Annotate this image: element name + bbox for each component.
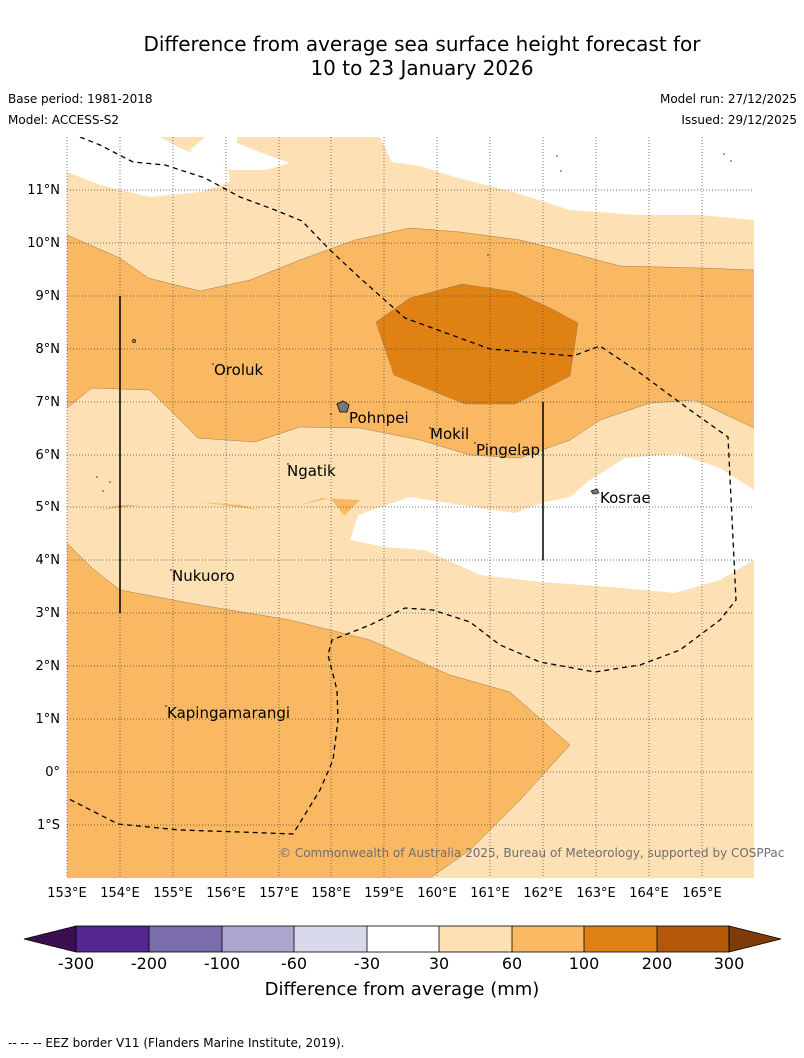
contour-fills — [67, 137, 754, 878]
lat-label: 1°N — [36, 712, 61, 727]
colorbar-tick: 30 — [429, 954, 449, 973]
colorbar-segment — [149, 926, 222, 952]
lat-label: 1°S — [37, 818, 60, 833]
lon-label: 158°E — [311, 886, 351, 901]
colorbar-tick: 300 — [714, 954, 745, 973]
lat-label: 8°N — [36, 342, 61, 357]
kosrae-island — [590, 488, 600, 495]
lon-label: 157°E — [259, 886, 299, 901]
lat-label: 3°N — [36, 606, 61, 621]
lon-label: 162°E — [523, 886, 563, 901]
lat-label: 4°N — [36, 553, 61, 568]
lon-label: 159°E — [364, 886, 404, 901]
longitude-labels: 153°E 154°E 155°E 156°E 157°E 158°E 159°… — [47, 886, 722, 901]
anomaly-neutral-north-corner — [67, 137, 230, 197]
colorbar-extend-high — [728, 925, 782, 953]
anomaly-100-200-core — [376, 284, 578, 404]
chart-title: Difference from average sea surface heig… — [0, 32, 804, 80]
place-nukuoro: Nukuoro — [172, 567, 235, 585]
lon-label: 160°E — [417, 886, 457, 901]
lon-label: 153°E — [47, 886, 87, 901]
eez-legend: -- -- -- EEZ border V11 (Flanders Marine… — [8, 1036, 345, 1050]
model-name: Model: ACCESS-S2 — [8, 113, 120, 127]
base-period: Base period: 1981-2018 — [8, 92, 153, 106]
lat-label: 0° — [45, 765, 60, 780]
lat-label: 6°N — [36, 448, 61, 463]
colorbar-tick: -300 — [58, 954, 94, 973]
colorbar-tick: -30 — [354, 954, 380, 973]
colorbar-segment — [222, 926, 294, 952]
place-pohnpei: Pohnpei — [349, 409, 409, 427]
colorbar-label: Difference from average (mm) — [265, 979, 540, 1000]
lon-label: 155°E — [153, 886, 193, 901]
colorbar-segment — [294, 926, 367, 952]
contour-lines — [67, 227, 754, 878]
lat-label: 10°N — [27, 236, 60, 251]
lat-label: 9°N — [36, 289, 61, 304]
copyright-notice: © Commonwealth of Australia 2025, Bureau… — [279, 846, 784, 860]
anomaly-neutral-north-west — [190, 137, 290, 170]
place-pingelap: Pingelap — [476, 441, 540, 459]
lon-label: 165°E — [682, 886, 722, 901]
colorbar-segment — [76, 926, 149, 952]
colorbar-tick: -100 — [204, 954, 240, 973]
lon-label: 156°E — [206, 886, 246, 901]
place-mokil: Mokil — [430, 425, 469, 443]
colorbar-tick: 100 — [569, 954, 600, 973]
anomaly-neutral-middle — [350, 454, 754, 593]
place-oroluk: Oroluk — [214, 361, 263, 379]
place-ngatik: Ngatik — [287, 462, 336, 480]
colorbar-segment — [367, 926, 439, 952]
sea-level-map: Oroluk Pohnpei Mokil Pingelap Ngatik Kos… — [23, 137, 784, 1000]
colorbar-tick: -200 — [131, 954, 167, 973]
model-run: Model run: 27/12/2025 — [659, 92, 797, 106]
colorbar-segment — [584, 926, 657, 952]
colorbar-extend-low — [23, 925, 77, 953]
colorbar-tick: -60 — [281, 954, 307, 973]
colorbar-tick: 60 — [502, 954, 522, 973]
lat-label: 2°N — [36, 659, 61, 674]
title-line-1: Difference from average sea surface heig… — [143, 32, 701, 56]
place-kapingamarangi: Kapingamarangi — [167, 704, 290, 722]
lon-label: 161°E — [470, 886, 510, 901]
lat-label: 5°N — [36, 500, 61, 515]
issued-date: Issued: 29/12/2025 — [681, 113, 797, 127]
eez-border — [67, 137, 737, 835]
colorbar-segment — [657, 926, 729, 952]
colorbar-segment — [439, 926, 512, 952]
anomaly-30-60-south — [67, 498, 754, 878]
lon-label: 154°E — [100, 886, 140, 901]
title-line-2: 10 to 23 January 2026 — [310, 56, 534, 80]
colorbar-tick: 200 — [642, 954, 673, 973]
anomaly-neutral-north-east — [380, 137, 754, 220]
colorbar-segment — [512, 926, 584, 952]
small-atoll-icon — [132, 338, 137, 343]
gridlines — [66, 137, 754, 878]
lon-label: 164°E — [629, 886, 669, 901]
lat-label: 7°N — [36, 395, 61, 410]
colorbar: -300 -200 -100 -60 -30 30 60 100 200 300… — [23, 925, 782, 1000]
pohnpei-island — [336, 400, 350, 413]
lon-label: 163°E — [576, 886, 616, 901]
lat-label: 11°N — [27, 183, 60, 198]
latitude-labels: 11°N 10°N 9°N 8°N 7°N 6°N 5°N 4°N 3°N 2°… — [27, 183, 60, 833]
minor-island-dots — [96, 153, 732, 707]
place-kosrae: Kosrae — [600, 489, 651, 507]
